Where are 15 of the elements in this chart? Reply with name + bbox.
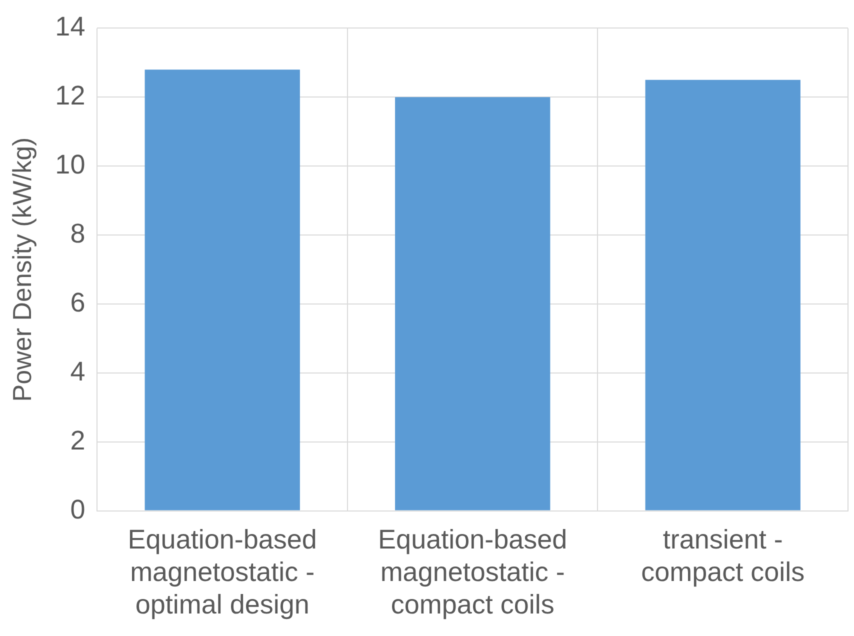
y-tick-label: 0 bbox=[70, 494, 86, 524]
bar bbox=[395, 97, 550, 510]
x-tick-label: Equation-based magnetostatic - optimal design bbox=[128, 524, 317, 620]
bar bbox=[144, 70, 300, 510]
y-tick-label: 4 bbox=[70, 356, 86, 386]
y-tick-label: 6 bbox=[70, 287, 86, 318]
y-tick-label: 10 bbox=[55, 150, 86, 180]
y-axis-title: Power Density (kW/kg) bbox=[6, 137, 37, 402]
y-tick-label: 8 bbox=[70, 218, 86, 248]
y-tick-label: 14 bbox=[55, 12, 86, 42]
y-tick-label: 12 bbox=[55, 80, 86, 111]
bar bbox=[645, 80, 800, 510]
y-tick-label: 2 bbox=[70, 425, 86, 456]
x-tick-label: Equation-based magnetostatic - compact coils bbox=[378, 524, 568, 620]
x-tick-label: transient - compact coils bbox=[641, 524, 805, 587]
